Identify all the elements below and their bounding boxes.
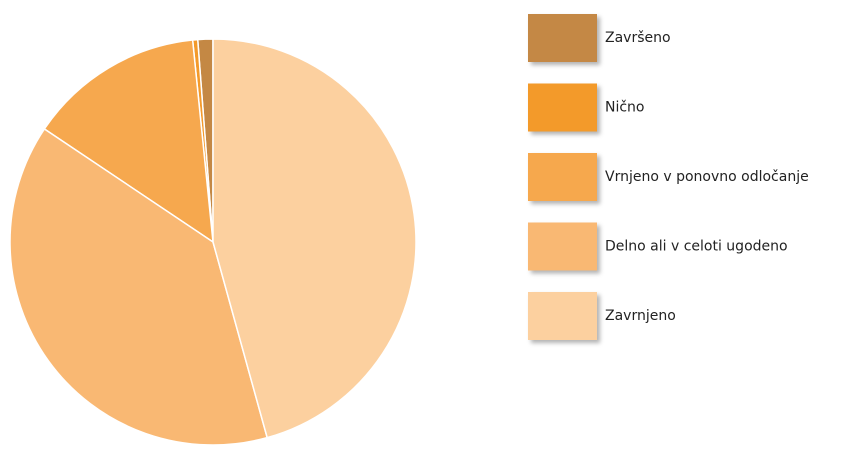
legend-swatch xyxy=(528,222,597,271)
legend-swatch xyxy=(528,83,597,132)
pie-slice xyxy=(9,127,269,446)
pie-slice xyxy=(43,39,214,244)
legend-label: Vrnjeno v ponovno odločanje xyxy=(605,169,809,185)
legend-label: Delno ali v celoti ugodeno xyxy=(605,239,788,255)
legend-swatch xyxy=(528,153,597,201)
legend-swatch xyxy=(528,14,597,62)
legend-swatch xyxy=(528,292,597,340)
pie-slice xyxy=(212,38,417,439)
legend-label: Zavrnjeno xyxy=(605,308,676,324)
legend-label: Završeno xyxy=(605,30,671,46)
legend-label: Nično xyxy=(605,100,645,116)
